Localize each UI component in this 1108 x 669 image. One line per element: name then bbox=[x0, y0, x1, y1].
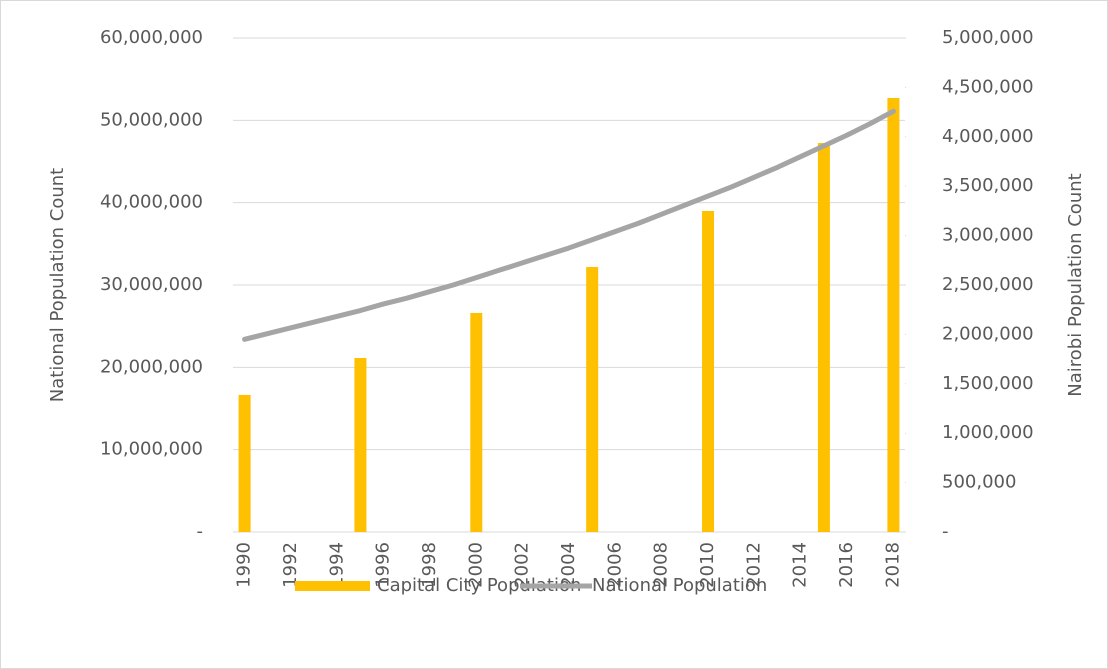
bar bbox=[817, 143, 830, 532]
x-tick-label: 2008 bbox=[651, 542, 672, 588]
y2-tick-label: 4,000,000 bbox=[942, 126, 1034, 147]
bar bbox=[702, 210, 715, 533]
y2-tick-label: 4,500,000 bbox=[942, 76, 1034, 97]
bar bbox=[887, 97, 900, 532]
y2-tick-label: 2,000,000 bbox=[942, 323, 1034, 344]
y2-tick-label: 1,000,000 bbox=[942, 422, 1034, 443]
y-axis-label: National Population Count bbox=[47, 168, 68, 402]
x-tick-label: 2004 bbox=[558, 542, 579, 588]
y-tick-label: 50,000,000 bbox=[100, 109, 203, 130]
x-tick-label: 1994 bbox=[326, 542, 347, 588]
y2-tick-label: - bbox=[942, 521, 949, 542]
x-tick-label: 2018 bbox=[882, 542, 903, 588]
legend-swatch bbox=[295, 581, 370, 591]
bar bbox=[586, 267, 599, 532]
y2-tick-label: 1,500,000 bbox=[942, 373, 1034, 394]
bar bbox=[238, 394, 251, 532]
y-tick-label: 10,000,000 bbox=[100, 439, 203, 460]
x-tick-label: 1996 bbox=[373, 542, 394, 588]
x-tick-label: 2010 bbox=[697, 542, 718, 588]
y2-tick-label: 3,000,000 bbox=[942, 225, 1034, 246]
x-tick-label: 1998 bbox=[419, 542, 440, 588]
x-tick-label: 1990 bbox=[234, 542, 255, 588]
x-tick-label: 2012 bbox=[743, 542, 764, 588]
y2-tick-label: 500,000 bbox=[942, 472, 1016, 493]
bar bbox=[470, 312, 483, 532]
bar bbox=[354, 358, 367, 532]
x-tick-label: 2006 bbox=[604, 542, 625, 588]
line bbox=[242, 108, 896, 342]
legend-label: National Population bbox=[592, 575, 767, 596]
y-tick-label: 40,000,000 bbox=[100, 192, 203, 213]
x-tick-label: 2016 bbox=[836, 542, 857, 588]
y-tick-label: 20,000,000 bbox=[100, 356, 203, 377]
y-tick-label: 60,000,000 bbox=[100, 27, 203, 48]
x-tick-label: 1992 bbox=[280, 542, 301, 588]
x-tick-label: 2000 bbox=[465, 542, 486, 588]
y-tick-label: - bbox=[197, 521, 204, 542]
y2-axis-label: Nairobi Population Count bbox=[1065, 173, 1086, 396]
y-tick-label: 30,000,000 bbox=[100, 274, 203, 295]
y2-tick-label: 5,000,000 bbox=[942, 27, 1034, 48]
x-tick-label: 2014 bbox=[790, 542, 811, 588]
legend-label: Capital City Population bbox=[377, 575, 581, 596]
x-tick-label: 2002 bbox=[512, 542, 533, 588]
y2-tick-label: 2,500,000 bbox=[942, 274, 1034, 295]
y2-tick-label: 3,500,000 bbox=[942, 175, 1034, 196]
